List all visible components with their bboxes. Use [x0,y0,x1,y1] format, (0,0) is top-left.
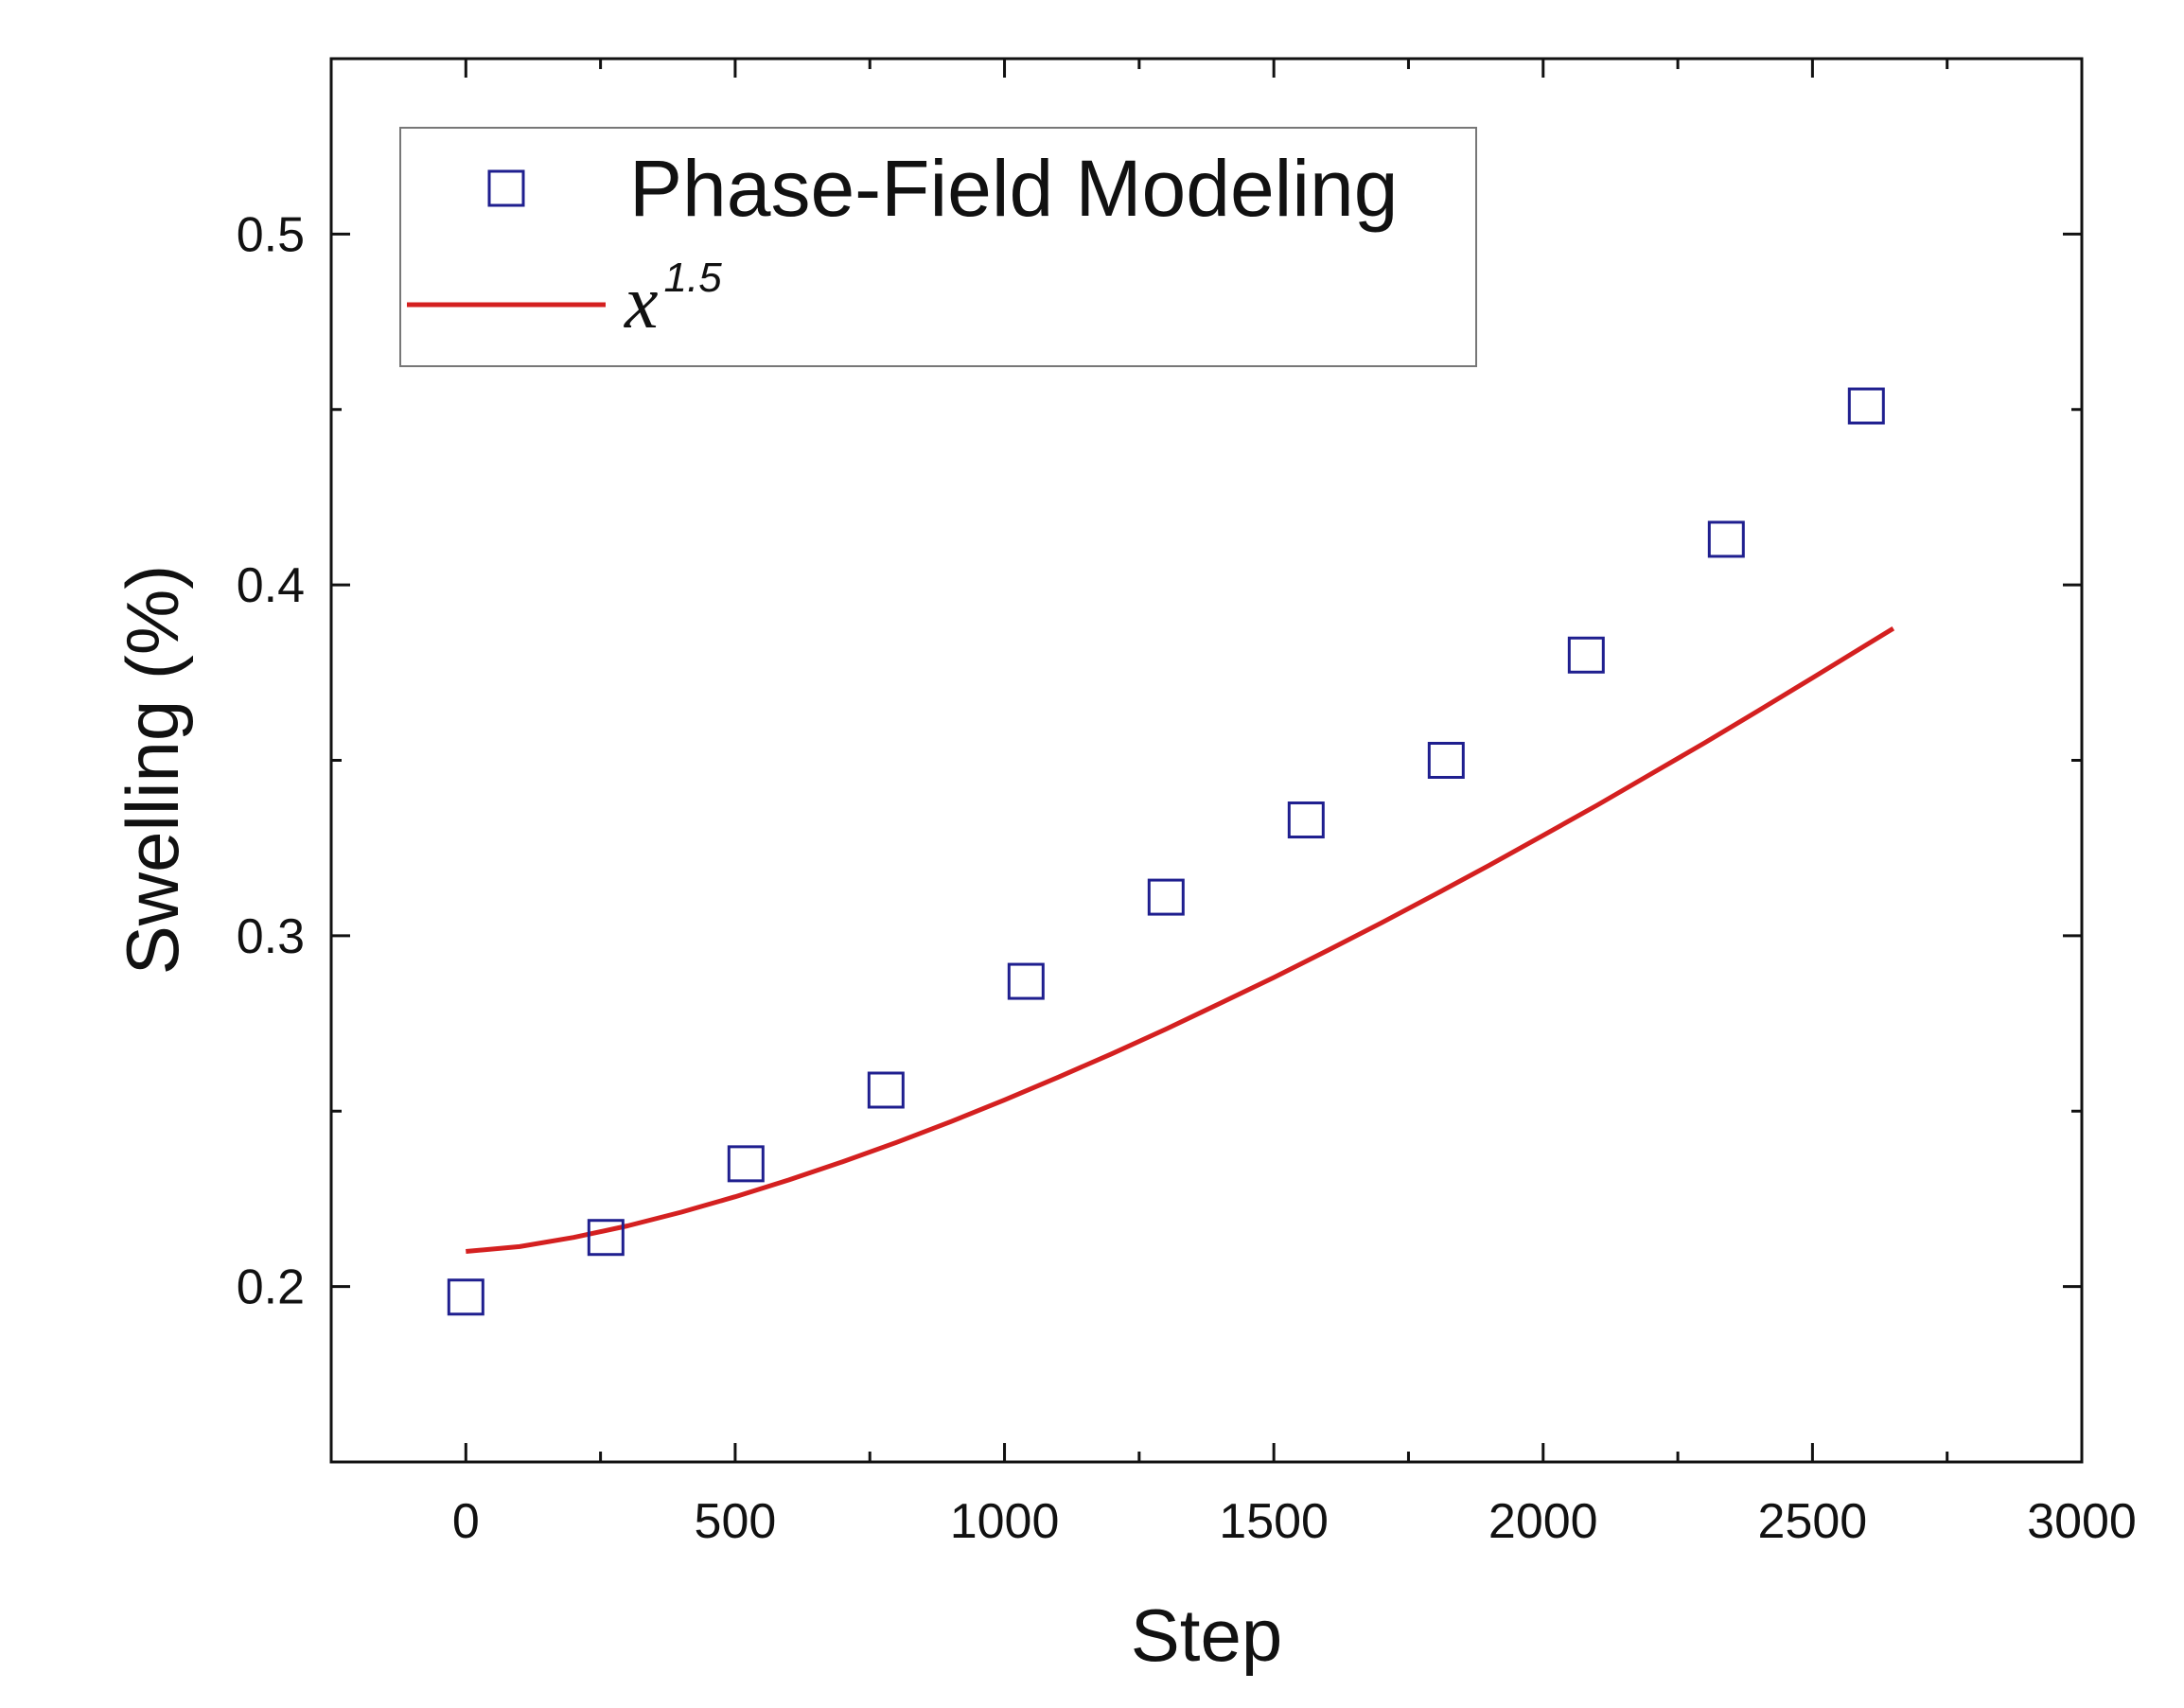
axis-titles: Step Swelling (%) [111,565,1282,1677]
x-tick-label: 2500 [1758,1494,1868,1549]
x-tick-label: 3000 [2027,1494,2137,1549]
data-point-square [867,1071,905,1109]
y-tick-label: 0.2 [237,1260,305,1315]
y-tick-label: 0.5 [237,207,305,262]
x-tick-label: 0 [452,1494,480,1549]
data-point-square [1427,742,1465,779]
legend-label-power-exponent: 1.5 [664,255,723,301]
data-point-square [1707,520,1745,558]
data-point-square [1847,387,1885,425]
data-point-square [447,1278,484,1316]
x-tick-label: 1000 [950,1494,1060,1549]
legend-box [399,127,1477,367]
legend-label-power: x 1.5 [624,255,722,344]
y-axis-title: Swelling (%) [111,565,194,975]
x-tick-label: 500 [695,1494,777,1549]
legend: Phase-Field Modeling x 1.5 [399,127,1477,367]
data-point-square [1567,636,1605,674]
x-tick-label: 1500 [1219,1494,1329,1549]
data-point-square [727,1145,765,1183]
legend-marker-square [487,169,525,207]
y-tick-label: 0.4 [237,558,305,613]
x-tick-label: 2000 [1488,1494,1598,1549]
x-axis-title: Step [1131,1594,1282,1677]
y-tick-label: 0.3 [237,909,305,964]
data-point-square [587,1219,625,1257]
data-point-square [1287,801,1325,839]
legend-label-power-base: x [624,261,659,344]
legend-label-phase-field: Phase-Field Modeling [629,144,1398,233]
fit-curve-line [466,625,1895,1254]
data-point-square [1147,878,1185,916]
ticks-layer: 0 500 1000 1500 2000 2500 3000 0.2 0.3 0.4 0.5 [237,59,2137,1549]
data-point-square [1007,962,1045,1000]
